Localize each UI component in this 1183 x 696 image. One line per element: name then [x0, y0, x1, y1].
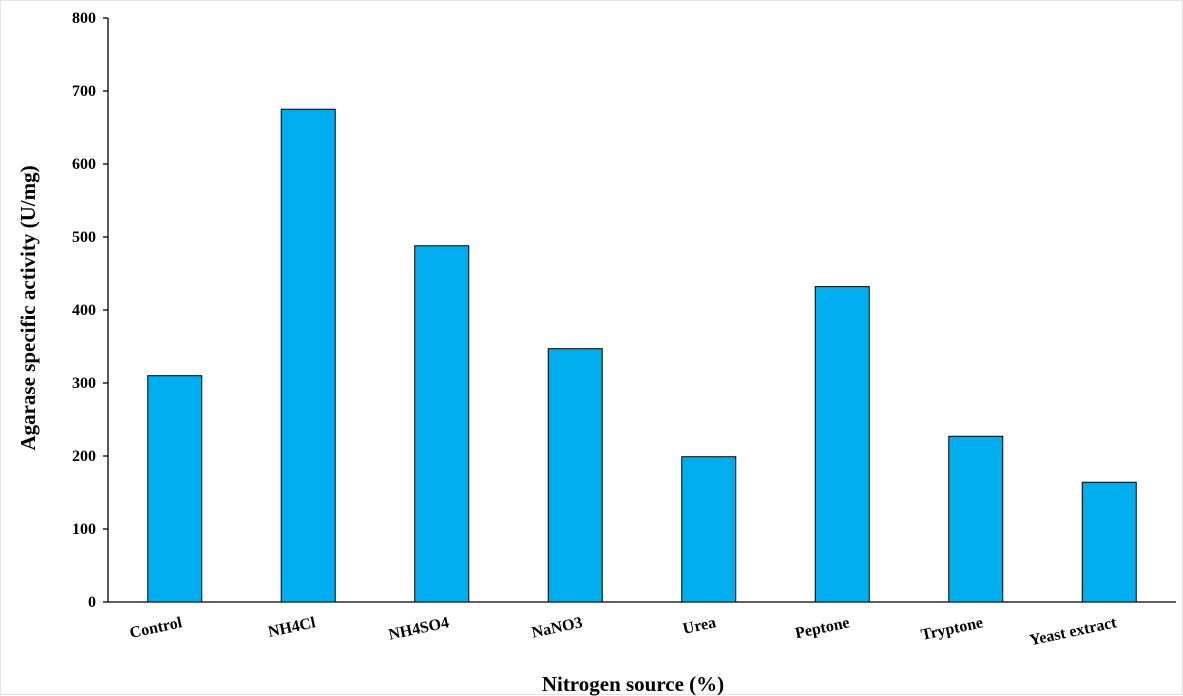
- y-tick-label: 800: [72, 10, 96, 27]
- bar: [147, 375, 203, 603]
- bar: [814, 286, 870, 603]
- bar: [547, 348, 603, 603]
- x-tick-label: Control: [128, 614, 184, 642]
- y-tick-label: 200: [72, 448, 96, 465]
- y-tick-label: 100: [72, 521, 96, 538]
- x-tick-label: Tryptone: [920, 614, 985, 644]
- y-tick-label: 300: [72, 375, 96, 392]
- bar: [1081, 481, 1137, 603]
- y-tick-label: 500: [72, 229, 96, 246]
- x-axis-title: Nitrogen source (%): [542, 672, 724, 696]
- y-tick-label: 0: [88, 594, 96, 611]
- x-tick-label: Yeast extract: [1028, 614, 1119, 649]
- y-tick-label: 700: [72, 83, 96, 100]
- x-tick-label: NaNO3: [530, 614, 584, 641]
- y-tick-label: 400: [72, 302, 96, 319]
- y-axis-title: Agarase specific activity (U/mg): [16, 165, 40, 450]
- plot-area: 0 100 200 300 400 500 600 700 800 Control NH4Cl NH4…: [72, 10, 1176, 649]
- x-tick-label: Peptone: [794, 614, 851, 642]
- bar: [948, 435, 1004, 603]
- bar: [414, 245, 470, 603]
- x-tick-label: Urea: [681, 614, 717, 638]
- x-tick-label: NH4Cl: [267, 614, 318, 641]
- y-tick-label: 600: [72, 156, 96, 173]
- bar: [681, 456, 737, 603]
- x-tick-label: NH4SO4: [387, 614, 451, 643]
- bar: [280, 108, 336, 603]
